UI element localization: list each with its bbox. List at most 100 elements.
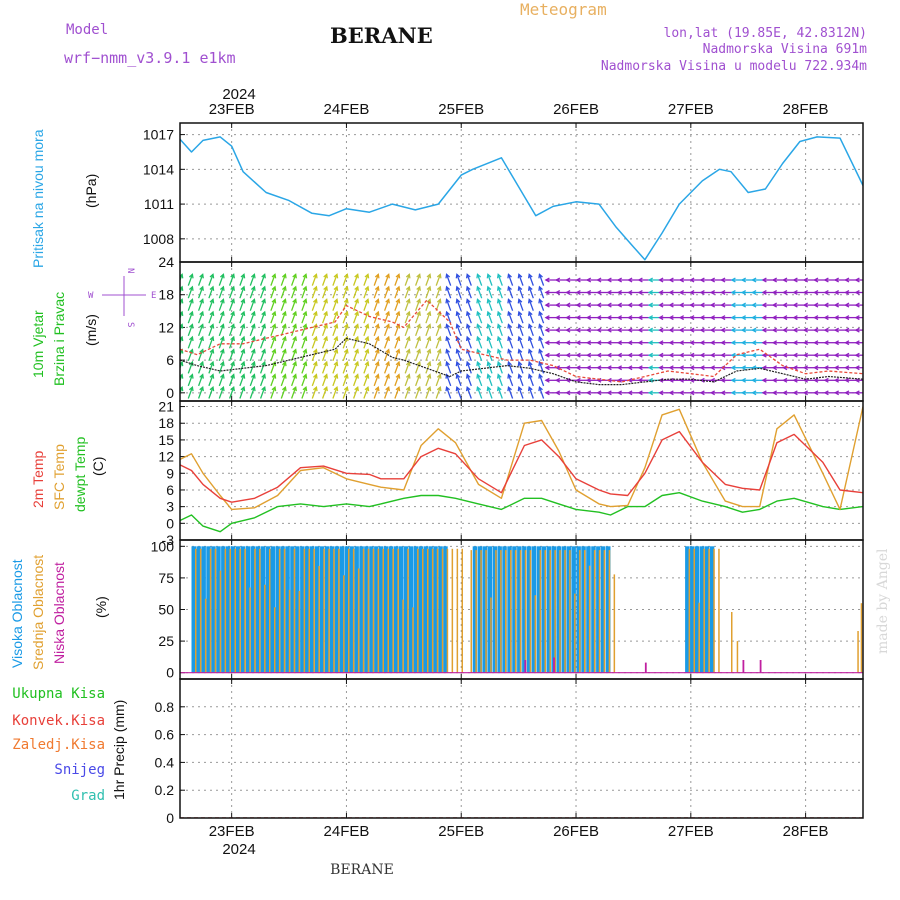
wind-arrow	[228, 374, 235, 387]
wind-arrow-head	[771, 340, 778, 346]
wind-arrow-head	[281, 373, 287, 379]
wind-arrow-head	[323, 273, 328, 279]
y-tick-label: 0.6	[155, 727, 175, 743]
wind-arrow-head	[445, 285, 451, 291]
cloud-high-bar	[601, 546, 606, 673]
wind-arrow	[487, 349, 493, 362]
temp-2m-label: 2m Temp	[30, 450, 46, 508]
wind-arrow	[180, 349, 183, 358]
wind-arrow	[208, 386, 214, 399]
wind-arrow-head	[507, 348, 512, 354]
wind-arrow-head	[647, 315, 654, 321]
y-tick-label: 0	[166, 385, 174, 401]
precip-frz-label: Zaledj.Kisa	[12, 737, 105, 753]
temperature-series	[180, 406, 863, 533]
wind-arrow-head	[486, 335, 492, 342]
wind-arrow	[487, 299, 493, 311]
cloud-high-bar	[581, 546, 586, 673]
wind-arrow-head	[188, 310, 194, 316]
wind-arrow	[280, 336, 287, 349]
wind-arrow	[363, 336, 369, 349]
cloud-mid-bar	[254, 548, 256, 673]
wind-arrow-head	[230, 335, 235, 342]
wind-arrow-head	[343, 310, 349, 317]
bottom-day-label: 28FEB	[783, 823, 829, 840]
wind-arrow-head	[476, 298, 482, 304]
wind-arrow-head	[426, 348, 432, 354]
wind-arrow-head	[771, 315, 778, 321]
bottom-day-label: 24FEB	[324, 823, 370, 840]
wind-arrow-head	[385, 335, 390, 342]
wind-arrow-head	[486, 323, 492, 329]
wind-arrow-head	[230, 310, 235, 316]
wind-arrow-head	[792, 340, 798, 346]
wind-arrow-head	[292, 273, 297, 279]
wind-arrow-head	[802, 277, 809, 283]
wind-arrow	[259, 374, 266, 387]
wind-arrow	[249, 299, 256, 311]
cloud-high-bar	[704, 546, 710, 673]
wind-arrow-head	[802, 290, 809, 295]
temp-sfc-label: SFC Temp	[51, 444, 67, 510]
cloud-mid-bar	[698, 602, 700, 673]
wind-arrow	[363, 274, 369, 286]
wind-arrow	[332, 374, 338, 387]
wind-arrow-head	[585, 352, 592, 358]
wind-arrow-head	[230, 373, 235, 379]
wind-arrow	[259, 324, 266, 337]
wind-arrow-head	[802, 327, 809, 333]
wind-arrow	[208, 274, 214, 286]
wind-arrow-head	[771, 390, 778, 396]
y-tick-label: 3	[166, 499, 174, 515]
wind-arrow-head	[527, 298, 533, 304]
wind-arrow-head	[854, 365, 860, 371]
wind-arrow	[507, 286, 514, 299]
wind-arrow-head	[281, 310, 287, 316]
wind-arrow	[270, 336, 276, 349]
wind-arrow-head	[395, 385, 401, 392]
wind-arrow-head	[240, 335, 246, 342]
cloud-high-bar	[250, 546, 256, 673]
wind-arrow-head	[585, 377, 592, 383]
wind-arrow	[404, 386, 410, 399]
wind-arrow-head	[436, 273, 442, 279]
wind-arrow	[383, 299, 390, 311]
cloud-high-bar	[492, 546, 497, 673]
wind-arrow-head	[517, 348, 523, 354]
wind-arrow	[259, 386, 266, 399]
wind-arrow-head	[565, 315, 571, 321]
cloud-mid-bar	[731, 612, 733, 673]
wind-arrow-head	[596, 390, 602, 396]
wind-arrow-head	[455, 273, 461, 279]
wind-arrow-head	[740, 390, 747, 396]
wind-arrow-head	[637, 377, 643, 383]
cloud-high-bar	[379, 546, 384, 673]
wind-arrow	[383, 311, 390, 324]
wind-arrow-head	[730, 290, 736, 295]
wind-arrow-head	[271, 323, 277, 329]
wind-arrow	[301, 299, 307, 311]
wind-arrow	[394, 299, 400, 311]
cloud-mid-bar	[549, 550, 551, 673]
wind-arrow	[259, 311, 266, 324]
wind-arrow-head	[658, 365, 664, 371]
wind-arrow-head	[271, 298, 277, 304]
wind-arrow-head	[823, 277, 829, 283]
y-tick-label: 0.4	[155, 754, 175, 770]
cloud-mid-bar	[456, 548, 459, 673]
wind-arrow	[187, 299, 194, 311]
wind-arrow	[507, 324, 514, 337]
wind-arrow-head	[720, 302, 726, 308]
y-tick-label: 0	[166, 665, 174, 681]
wind-arrow-head	[761, 302, 767, 308]
wind-arrow-head	[844, 277, 850, 283]
wind-arrow-head	[455, 373, 461, 379]
wind-arrow-head	[405, 285, 411, 291]
compass-west: W	[88, 291, 94, 301]
wind-arrow-head	[751, 290, 757, 295]
wind-arrow-head	[261, 323, 266, 329]
wind-arrow-head	[465, 285, 471, 291]
wind-arrow-head	[209, 373, 215, 379]
wind-arrow-head	[538, 285, 543, 291]
wind-arrow-head	[312, 298, 318, 304]
